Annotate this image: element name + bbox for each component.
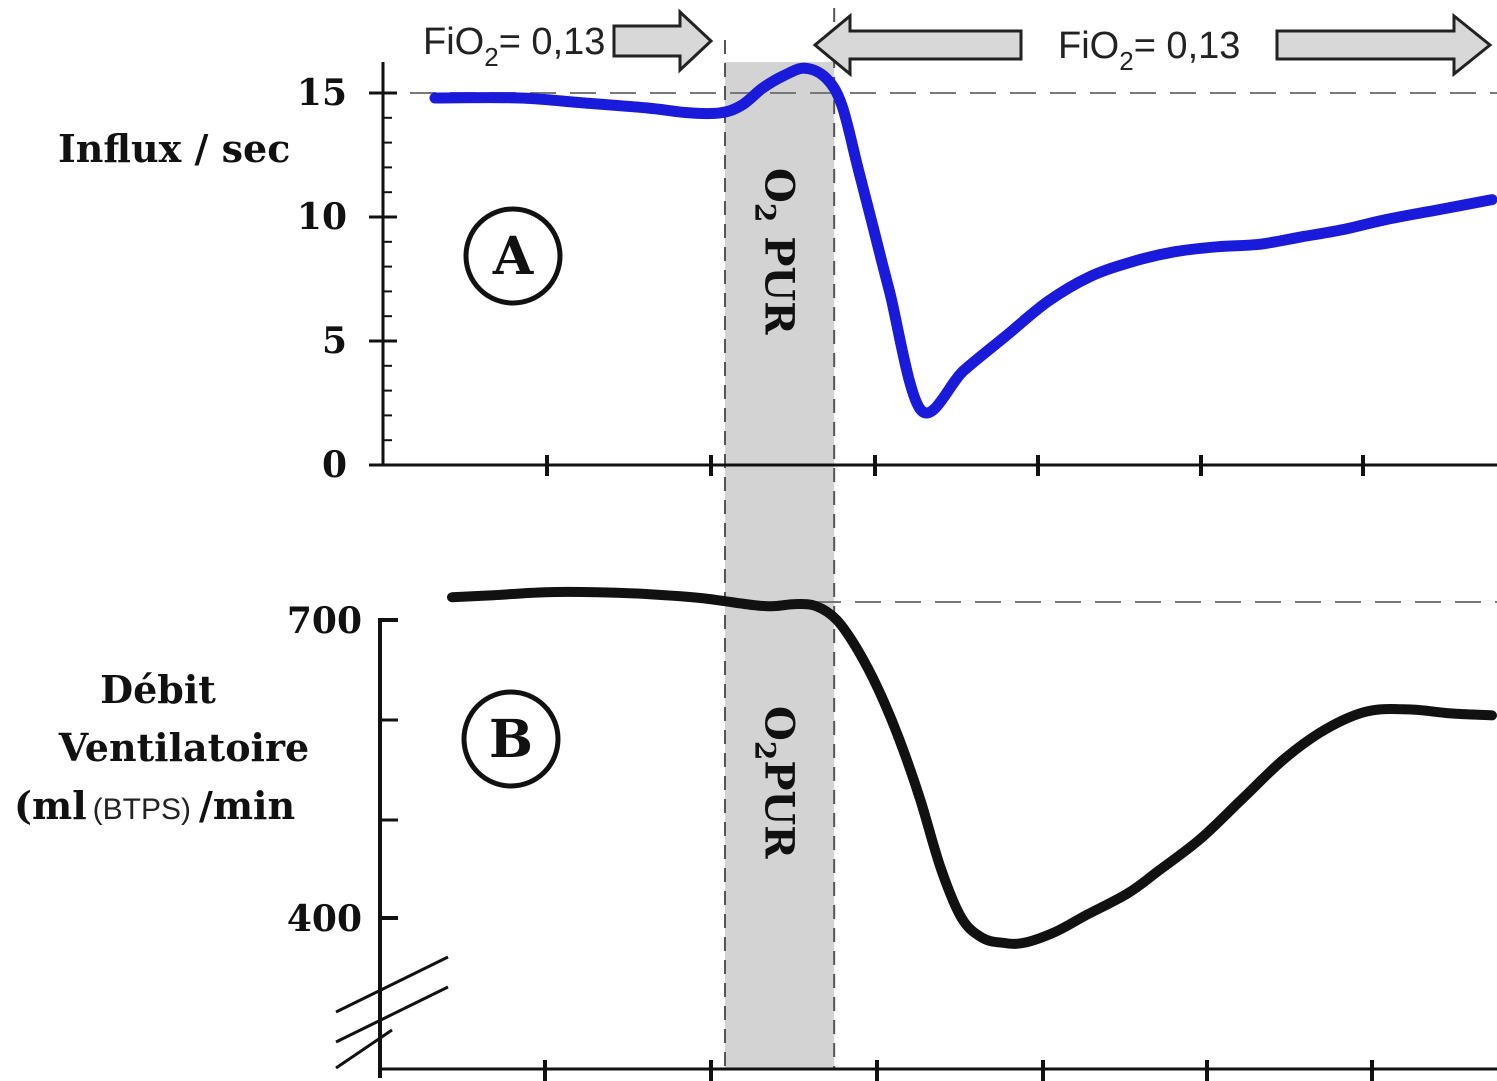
y-ticks-b: 400 700 (287, 600, 398, 940)
panel-letter-b: B (489, 709, 533, 770)
fio2-annotation-right: FiO2= 0,13 (812, 12, 1493, 78)
y-tick-label: 700 (287, 600, 362, 642)
fio2-annotation-left: FiO2= 0,13 (423, 8, 714, 74)
panel-label-b: B (461, 689, 561, 789)
o2-band (724, 62, 835, 1069)
y-axis-label-b-units: (ml (BTPS)/min (14, 783, 295, 828)
band-label-a: O2 PUR (749, 168, 803, 335)
band-label-b: O2PUR (749, 706, 803, 859)
y-axis-label-a: Influx / sec (58, 126, 290, 171)
y-tick-label: 15 (297, 72, 347, 114)
ventilation-series-line (447, 586, 1497, 949)
y-ticks-a: 0 5 10 15 (297, 72, 397, 486)
y-tick-label: 10 (297, 196, 347, 238)
influx-series-line (429, 62, 1497, 419)
arrow-left-icon (812, 12, 1023, 78)
x-ticks-b (543, 1060, 1374, 1081)
panel-label-a: A (463, 206, 563, 306)
y-axis-label-b-line1: Débit (100, 667, 216, 712)
x-ticks-a (545, 455, 1365, 476)
arrow-right-icon (612, 8, 714, 74)
panel-letter-a: A (492, 226, 534, 287)
arrow-right-icon (1275, 12, 1493, 78)
fio2-left-label: FiO2= 0,13 (423, 21, 605, 72)
y-axis-label-b-line2: Ventilatoire (58, 725, 309, 770)
axis-break-icon (335, 955, 449, 1070)
panel-a: 0 5 10 15 Influx / sec A O2 PUR (58, 62, 1497, 486)
y-tick-label: 5 (322, 320, 347, 362)
y-tick-label: 400 (287, 898, 362, 940)
fio2-right-label: FiO2= 0,13 (1058, 25, 1240, 76)
y-tick-label: 0 (322, 444, 347, 486)
